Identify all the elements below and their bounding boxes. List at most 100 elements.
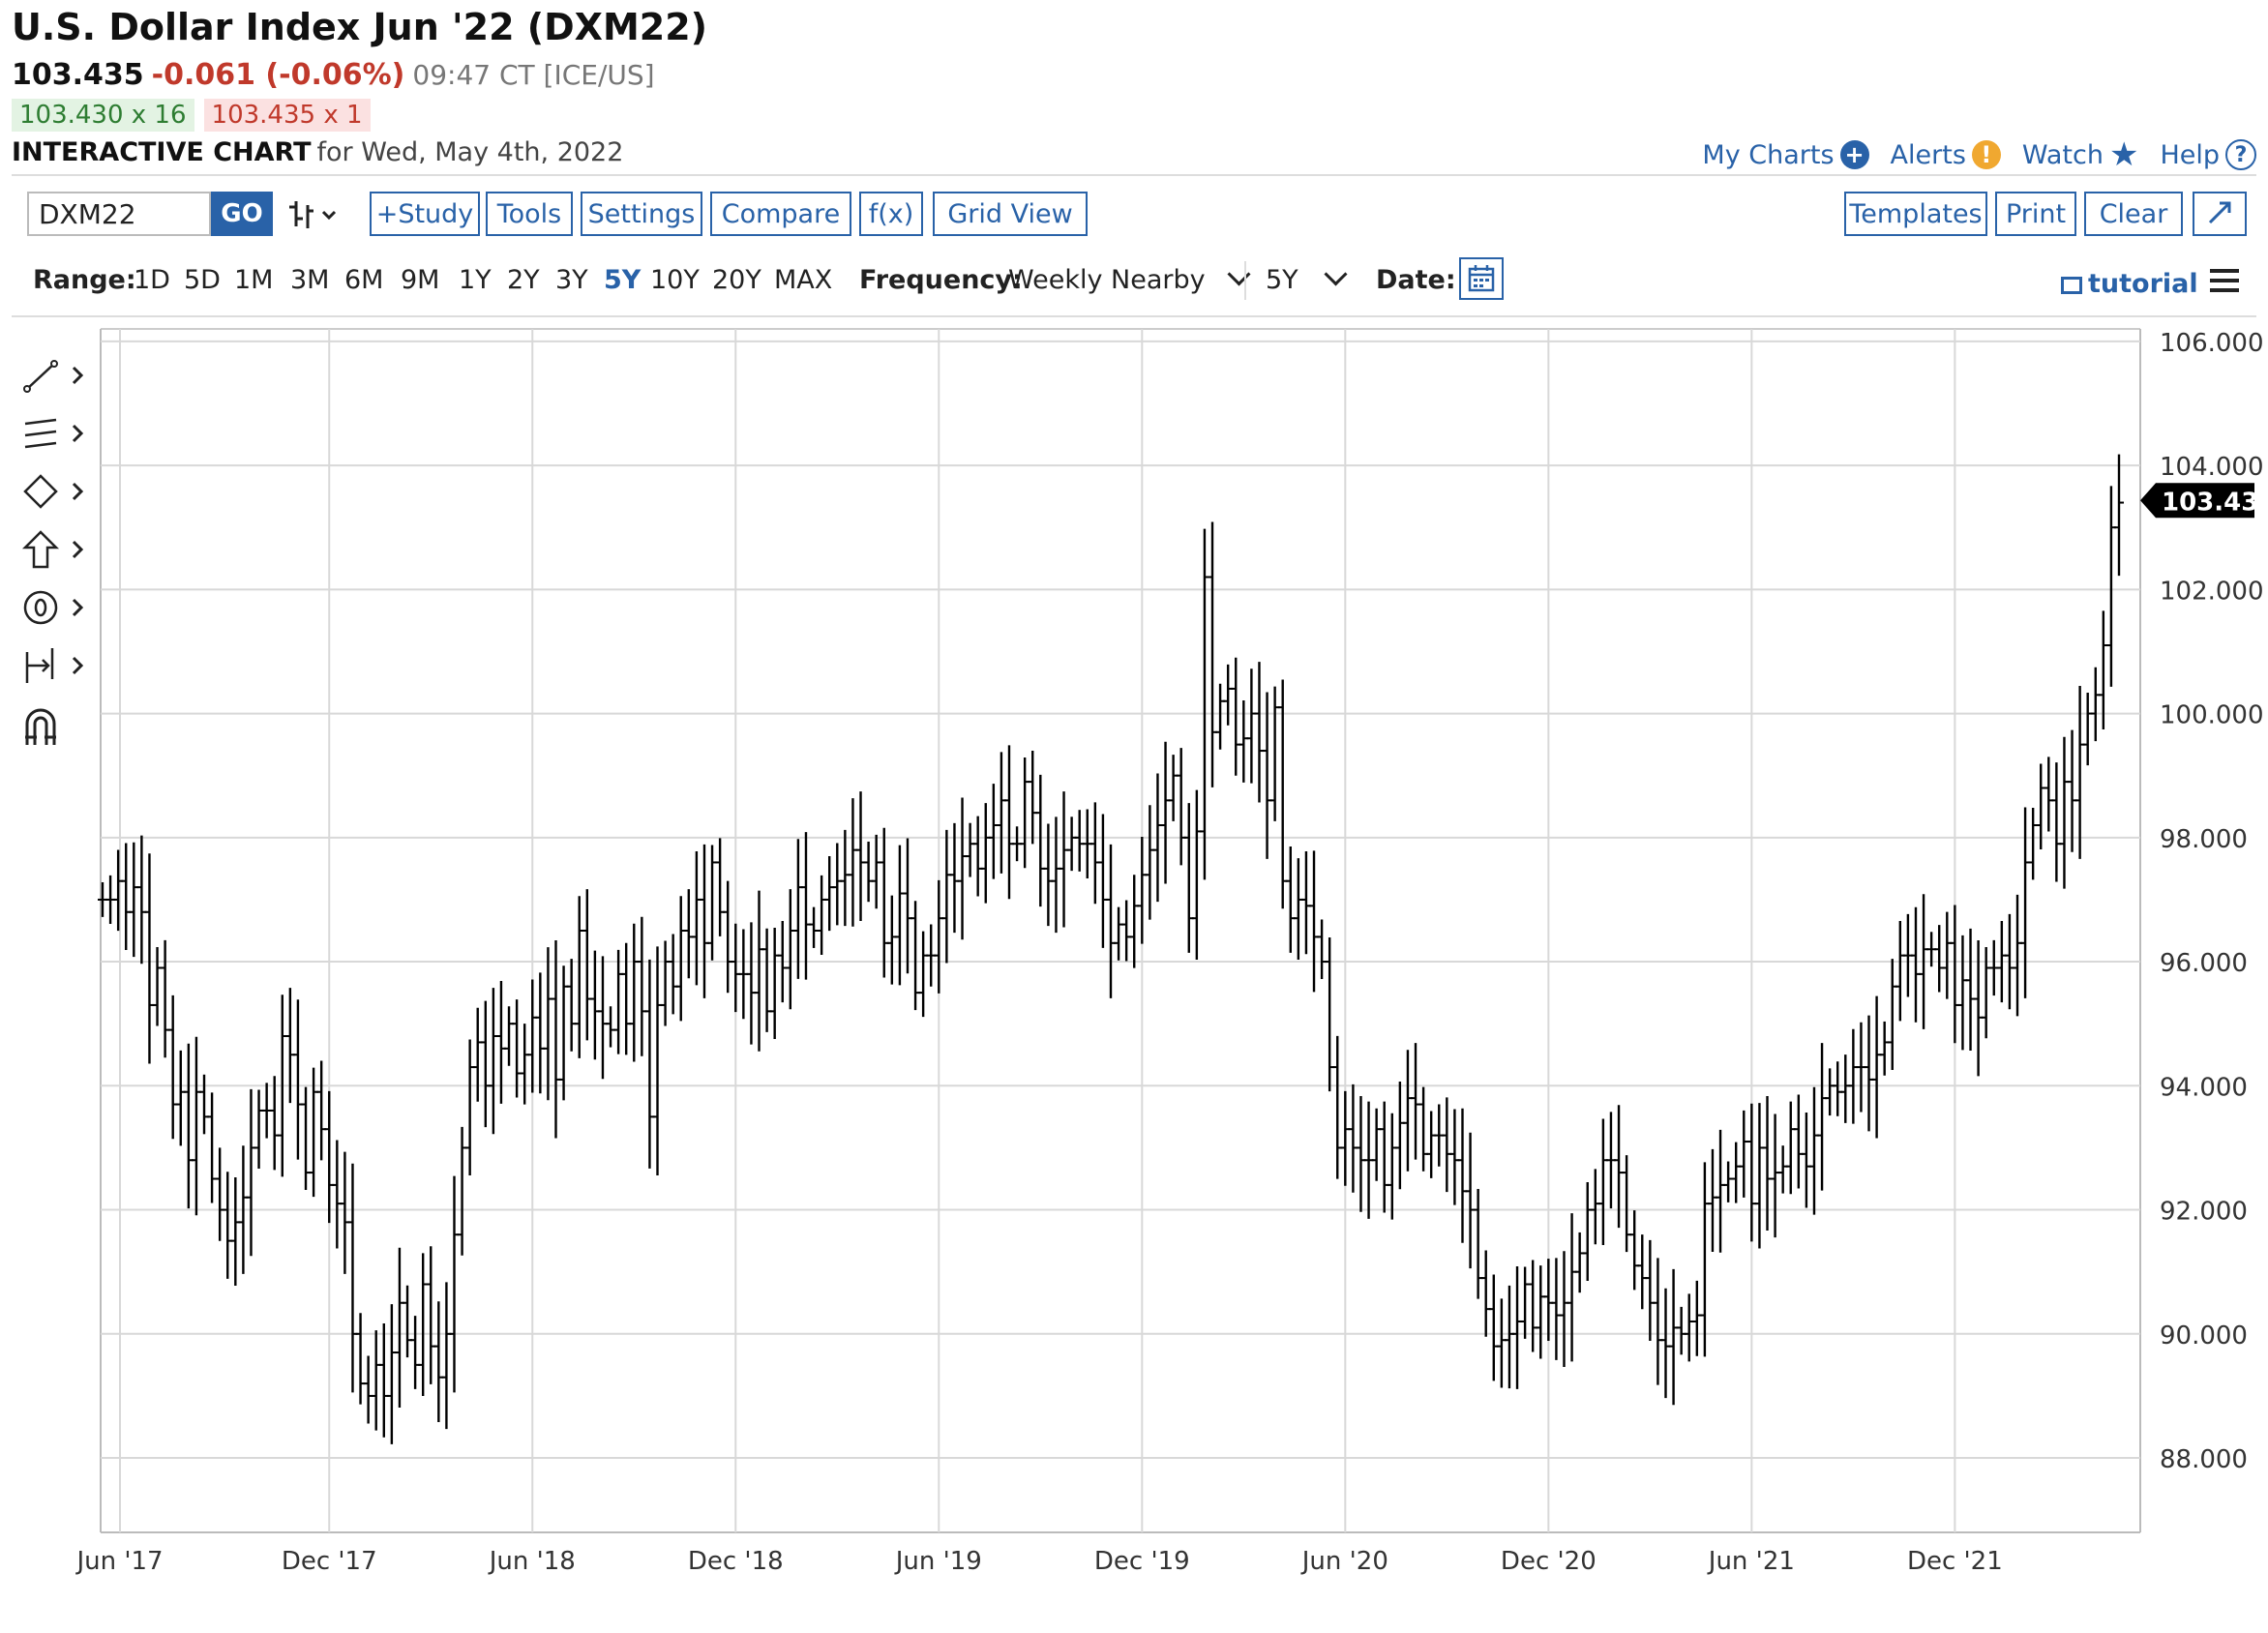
y-tick-label: 100.000 xyxy=(2160,701,2264,730)
ohlc-bar xyxy=(644,959,655,1169)
ohlc-bar xyxy=(1691,1280,1702,1356)
ohlc-bar xyxy=(824,855,835,932)
ohlc-bar xyxy=(699,844,709,998)
expand-button[interactable] xyxy=(2193,192,2247,236)
ohlc-bar xyxy=(1300,851,1311,955)
ohlc-bar xyxy=(746,922,757,1045)
tools-button[interactable]: Tools xyxy=(486,192,573,236)
study-button[interactable]: +Study xyxy=(370,192,480,236)
ohlc-bar xyxy=(215,1147,225,1241)
frequency-value: Weekly Nearby xyxy=(1008,265,1206,295)
range-1d[interactable]: 1D xyxy=(134,265,170,295)
watch-link[interactable]: Watch ★ xyxy=(2022,135,2139,174)
range-2y[interactable]: 2Y xyxy=(507,265,540,295)
ohlc-bar xyxy=(1645,1239,1656,1342)
ohlc-bar xyxy=(988,784,999,879)
ohlc-bar xyxy=(2098,610,2108,730)
ohlc-bar xyxy=(1231,657,1241,776)
ohlc-bar xyxy=(1785,1101,1796,1195)
ohlc-bar xyxy=(1543,1259,1554,1342)
ohlc-bar xyxy=(1551,1258,1562,1360)
ohlc-bar xyxy=(2090,667,2101,742)
magnet-tool[interactable] xyxy=(21,702,89,745)
symbol-input[interactable] xyxy=(27,192,211,236)
ohlc-bar xyxy=(1176,748,1186,866)
go-button[interactable]: GO xyxy=(211,192,273,236)
ohlc-bar xyxy=(1089,802,1100,905)
ohlc-bar xyxy=(1488,1274,1499,1381)
tutorial-label: tutorial xyxy=(2088,269,2198,299)
ohlc-bar xyxy=(230,1177,241,1286)
range-max[interactable]: MAX xyxy=(774,265,833,295)
ohlc-bar xyxy=(949,822,960,934)
ohlc-bar xyxy=(879,827,889,978)
ohlc-bar xyxy=(723,880,733,994)
tutorial-link[interactable]: tutorial xyxy=(2061,269,2198,299)
help-link[interactable]: Help ? xyxy=(2160,139,2256,170)
ohlc-bar xyxy=(1402,1050,1413,1172)
menu-button[interactable] xyxy=(2210,267,2239,294)
settings-button[interactable]: Settings xyxy=(581,192,702,236)
y-tick-label: 104.000 xyxy=(2160,453,2264,482)
ohlc-bar xyxy=(1183,803,1194,953)
templates-button[interactable]: Templates xyxy=(1844,192,1987,236)
ohlc-bar xyxy=(1840,1054,1851,1123)
range-5d[interactable]: 5D xyxy=(184,265,221,295)
range-20y[interactable]: 20Y xyxy=(712,265,761,295)
ohlc-bar xyxy=(1965,928,1976,1052)
range-3y[interactable]: 3Y xyxy=(555,265,588,295)
ohlc-bar xyxy=(1340,1090,1351,1186)
ohlc-bar xyxy=(589,950,600,1060)
range-1m[interactable]: 1M xyxy=(234,265,274,295)
annotation-tool[interactable] xyxy=(21,586,89,629)
alerts-link[interactable]: Alerts ! xyxy=(1891,140,2001,170)
range-6m[interactable]: 6M xyxy=(344,265,384,295)
function-button[interactable]: f(x) xyxy=(859,192,923,236)
ohlc-bar xyxy=(1097,814,1108,948)
bar-type-selector[interactable] xyxy=(286,195,344,234)
clear-button[interactable]: Clear xyxy=(2084,192,2183,236)
ohlc-bar xyxy=(1848,1028,1859,1124)
ohlc-bar xyxy=(574,896,584,1058)
x-tick-label: Jun '21 xyxy=(1707,1547,1795,1576)
measure-tool[interactable] xyxy=(21,644,89,687)
range-1y[interactable]: 1Y xyxy=(459,265,492,295)
magnet-icon xyxy=(25,708,56,745)
chart-date-label: for Wed, May 4th, 2022 xyxy=(316,137,624,167)
ohlc-bar xyxy=(340,1151,350,1274)
shape-tool[interactable] xyxy=(21,470,89,513)
range-5y[interactable]: 5Y xyxy=(604,265,642,295)
ohlc-bar xyxy=(660,940,671,1026)
ohlc-bar xyxy=(817,875,827,956)
frequency-select[interactable]: Weekly Nearby xyxy=(1008,262,1251,295)
fib-tool[interactable] xyxy=(21,412,89,455)
compare-button[interactable]: Compare xyxy=(710,192,851,236)
grid-view-button[interactable]: Grid View xyxy=(933,192,1088,236)
ohlc-bar xyxy=(1653,1258,1663,1385)
ohlc-bar xyxy=(761,928,772,1032)
ohlc-bar xyxy=(378,1323,389,1438)
arrow-tool[interactable] xyxy=(21,528,89,571)
period-select[interactable]: 5Y xyxy=(1266,262,1348,295)
ohlc-bar xyxy=(1723,1161,1734,1202)
ohlc-bar xyxy=(1520,1266,1531,1339)
expand-icon xyxy=(2208,201,2231,224)
date-picker-button[interactable] xyxy=(1459,257,1504,300)
ohlc-bar xyxy=(363,1355,373,1424)
my-charts-link[interactable]: My Charts + xyxy=(1702,140,1869,170)
ohlc-bar xyxy=(527,979,538,1093)
range-10y[interactable]: 10Y xyxy=(650,265,700,295)
ohlc-bar xyxy=(433,1301,444,1423)
ohlc-bar xyxy=(886,895,897,985)
ohlc-bar xyxy=(301,1086,312,1191)
ohlc-bar xyxy=(449,1175,460,1393)
line-tool[interactable] xyxy=(21,354,89,397)
ohlc-bar xyxy=(1129,875,1140,968)
print-button[interactable]: Print xyxy=(1995,192,2076,236)
range-3m[interactable]: 3M xyxy=(290,265,330,295)
ohlc-bar xyxy=(2074,686,2085,859)
range-9m[interactable]: 9M xyxy=(401,265,440,295)
ohlc-bar xyxy=(309,1067,319,1198)
ohlc-bar xyxy=(1293,858,1303,960)
